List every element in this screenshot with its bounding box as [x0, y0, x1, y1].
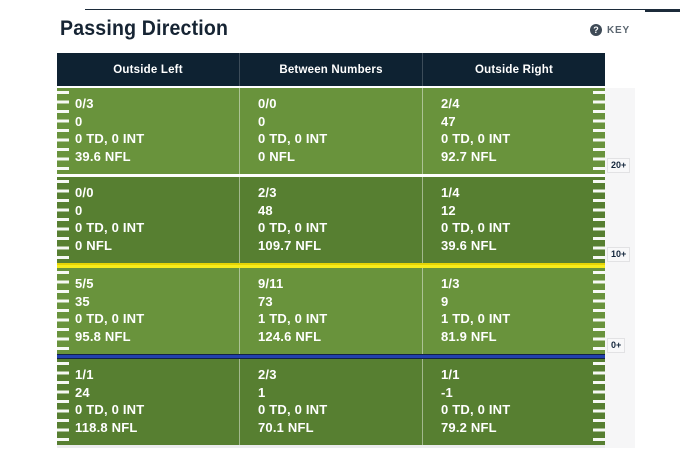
stat-cell: 1/1 -1 0 TD, 0 INT 79.2 NFL	[422, 359, 605, 445]
stat-cell: 0/3 0 0 TD, 0 INT 39.6 NFL	[57, 88, 239, 174]
stat-cell: 2/4 47 0 TD, 0 INT 92.7 NFL	[422, 88, 605, 174]
column-header-outside-right: Outside Right	[422, 53, 605, 86]
field-row-0plus: 5/5 35 0 TD, 0 INT 95.8 NFL 9/11 73 1 TD, 0 IN…	[57, 268, 605, 354]
stat-cell: 0/0 0 0 TD, 0 INT 0 NFL	[57, 177, 239, 263]
stat-yards: 0	[258, 113, 266, 129]
yellow-yard-line	[57, 263, 605, 268]
row-gap	[57, 174, 605, 177]
field-row-20plus: 0/3 0 0 TD, 0 INT 39.6 NFL 0/0 0 0 TD, 0 INT 0 …	[57, 88, 605, 174]
stat-td-int: 0 TD, 0 INT	[75, 311, 145, 326]
stat-td-int: 1 TD, 0 INT	[441, 311, 511, 326]
depth-badge-0plus: 0+	[607, 338, 626, 353]
stat-yards: 1	[258, 384, 266, 400]
stat-comp-att: 2/4	[441, 96, 460, 111]
stat-yards: 73	[258, 293, 273, 309]
stat-comp-att: 0/0	[75, 185, 94, 200]
stat-yards: 9	[441, 293, 449, 309]
stat-comp-att: 0/3	[75, 96, 94, 111]
stat-yards: 47	[441, 113, 456, 129]
stat-nfl-rating: 0 NFL	[75, 237, 113, 253]
stat-nfl-rating: 79.2 NFL	[441, 419, 497, 435]
stat-nfl-rating: 81.9 NFL	[441, 328, 497, 344]
stat-comp-att: 1/3	[441, 276, 460, 291]
stat-comp-att: 0/0	[258, 96, 277, 111]
stat-nfl-rating: 95.8 NFL	[75, 328, 131, 344]
stat-yards: 24	[75, 384, 90, 400]
stat-comp-att: 1/1	[75, 367, 94, 382]
key-label: KEY	[607, 24, 630, 36]
stat-cell: 9/11 73 1 TD, 0 INT 124.6 NFL	[239, 268, 422, 354]
stat-nfl-rating: 70.1 NFL	[258, 419, 314, 435]
stat-td-int: 0 TD, 0 INT	[441, 402, 511, 417]
stat-cell: 1/4 12 0 TD, 0 INT 39.6 NFL	[422, 177, 605, 263]
stat-yards: -1	[441, 384, 453, 400]
stat-yards: 12	[441, 202, 456, 218]
passing-direction-card: Passing Direction ? KEY Outside Left Bet…	[35, 10, 645, 452]
blue-yard-line	[57, 354, 605, 359]
stat-td-int: 1 TD, 0 INT	[258, 311, 328, 326]
stat-nfl-rating: 39.6 NFL	[75, 148, 131, 164]
stat-cell: 1/1 24 0 TD, 0 INT 118.8 NFL	[57, 359, 239, 445]
depth-badge-20plus: 20+	[607, 158, 631, 173]
field-row-10plus: 0/0 0 0 TD, 0 INT 0 NFL 2/3 48 0 TD, 0 INT 109.…	[57, 177, 605, 263]
stat-comp-att: 1/4	[441, 185, 460, 200]
column-header-outside-left: Outside Left	[113, 63, 183, 76]
stat-td-int: 0 TD, 0 INT	[75, 402, 145, 417]
depth-badge-10plus: 10+	[607, 247, 631, 262]
key-button[interactable]: ? KEY	[590, 24, 630, 36]
column-header-between-numbers: Between Numbers	[239, 53, 422, 86]
stat-td-int: 0 TD, 0 INT	[258, 402, 328, 417]
stat-comp-att: 5/5	[75, 276, 94, 291]
stat-cell: 5/5 35 0 TD, 0 INT 95.8 NFL	[57, 268, 239, 354]
stat-comp-att: 2/3	[258, 185, 277, 200]
stat-cell: 2/3 48 0 TD, 0 INT 109.7 NFL	[239, 177, 422, 263]
stat-comp-att: 9/11	[258, 276, 284, 291]
stat-comp-att: 1/1	[441, 367, 460, 382]
field-grid: 0/3 0 0 TD, 0 INT 39.6 NFL 0/0 0 0 TD, 0 INT 0 …	[57, 88, 605, 448]
help-icon: ?	[590, 24, 603, 36]
table-header: Outside Left Between Numbers Outside Rig…	[57, 53, 605, 86]
stat-yards: 0	[75, 113, 83, 129]
stat-cell: 2/3 1 0 TD, 0 INT 70.1 NFL	[239, 359, 422, 445]
stat-cell: 1/3 9 1 TD, 0 INT 81.9 NFL	[422, 268, 605, 354]
stat-nfl-rating: 118.8 NFL	[75, 419, 138, 435]
stat-td-int: 0 TD, 0 INT	[75, 220, 145, 235]
stat-td-int: 0 TD, 0 INT	[258, 220, 328, 235]
page-title: Passing Direction	[60, 17, 229, 40]
stat-td-int: 0 TD, 0 INT	[75, 131, 145, 146]
field-row-bottom: 1/1 24 0 TD, 0 INT 118.8 NFL 2/3 1 0 TD, 0 INT…	[57, 359, 605, 445]
stat-td-int: 0 TD, 0 INT	[258, 131, 328, 146]
stat-nfl-rating: 92.7 NFL	[441, 148, 497, 164]
stat-td-int: 0 TD, 0 INT	[441, 131, 511, 146]
stat-comp-att: 2/3	[258, 367, 277, 382]
stat-nfl-rating: 39.6 NFL	[441, 237, 497, 253]
stat-cell: 0/0 0 0 TD, 0 INT 0 NFL	[239, 88, 422, 174]
stat-td-int: 0 TD, 0 INT	[441, 220, 511, 235]
stat-yards: 35	[75, 293, 90, 309]
stat-yards: 48	[258, 202, 273, 218]
stat-yards: 0	[75, 202, 83, 218]
depth-badge-gutter: 20+ 10+ 0+	[605, 88, 635, 448]
stat-nfl-rating: 109.7 NFL	[258, 237, 322, 253]
stat-nfl-rating: 0 NFL	[258, 148, 296, 164]
stat-nfl-rating: 124.6 NFL	[258, 328, 322, 344]
